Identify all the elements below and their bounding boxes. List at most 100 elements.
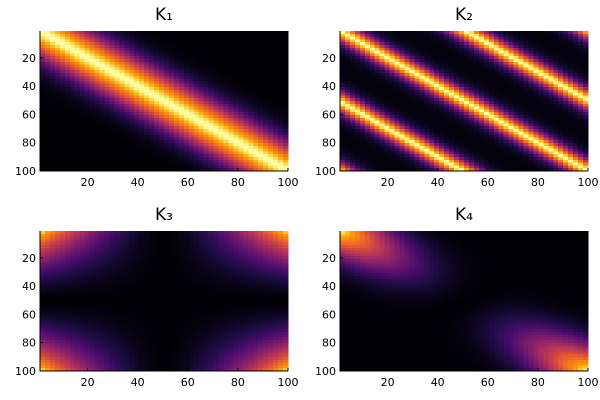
heatmap-cell xyxy=(114,148,120,152)
heatmap-cell xyxy=(243,126,249,130)
heatmap-cell xyxy=(424,109,430,113)
heatmap-cell xyxy=(89,67,96,71)
heatmap-cell xyxy=(369,59,376,63)
heatmap-cell xyxy=(149,47,155,52)
heatmap-cell xyxy=(119,129,125,133)
heatmap-cell xyxy=(258,162,264,166)
heatmap-cell xyxy=(59,70,66,74)
heatmap-cell xyxy=(124,78,130,82)
heatmap-cell xyxy=(248,33,254,38)
heatmap-cell xyxy=(159,126,165,130)
heatmap-cell xyxy=(379,53,386,57)
heatmap-cell xyxy=(168,64,175,68)
heatmap-cell xyxy=(64,120,71,124)
heatmap-cell xyxy=(409,148,415,152)
heatmap-cell xyxy=(84,148,91,152)
heatmap-cell xyxy=(543,126,549,130)
heatmap-cell xyxy=(164,159,170,164)
heatmap-cell xyxy=(164,31,170,35)
heatmap-cell xyxy=(508,134,515,138)
heatmap-cell xyxy=(349,148,356,152)
heatmap-cell xyxy=(389,129,396,133)
heatmap-cell xyxy=(233,168,239,172)
heatmap-cell xyxy=(69,137,76,141)
heatmap-cell xyxy=(40,39,46,43)
heatmap-cell xyxy=(483,92,490,96)
heatmap-cell xyxy=(449,33,455,38)
heatmap-cell xyxy=(543,89,549,94)
heatmap-cell xyxy=(449,50,455,54)
heatmap-cell xyxy=(273,39,279,43)
heatmap-cell xyxy=(84,59,91,63)
heatmap-cell xyxy=(563,70,569,74)
heatmap-cell xyxy=(578,120,584,124)
heatmap-cell xyxy=(399,115,406,119)
heatmap-cell xyxy=(139,131,145,136)
heatmap-cell xyxy=(414,36,420,40)
heatmap-cell xyxy=(399,75,406,80)
heatmap-cell xyxy=(129,145,135,150)
heatmap-cell xyxy=(89,103,96,108)
heatmap-cell xyxy=(223,98,230,102)
heatmap-cell xyxy=(183,42,190,46)
heatmap-cell xyxy=(213,154,220,158)
heatmap-cell xyxy=(459,47,465,52)
heatmap-cell xyxy=(129,61,135,66)
heatmap-cell xyxy=(503,143,510,147)
heatmap-cell xyxy=(64,117,71,122)
heatmap-cell xyxy=(79,165,86,169)
heatmap-cell xyxy=(144,154,150,158)
heatmap-cell xyxy=(543,137,549,141)
heatmap-cell xyxy=(369,137,376,141)
heatmap-cell xyxy=(74,53,81,57)
heatmap-cell xyxy=(434,47,440,52)
heatmap-cell xyxy=(149,70,155,74)
heatmap-cell xyxy=(49,117,56,122)
heatmap-cell xyxy=(364,112,371,116)
heatmap-cell xyxy=(553,53,559,57)
heatmap-cell xyxy=(99,73,106,77)
heatmap-cell xyxy=(404,53,411,57)
heatmap-cell xyxy=(498,81,505,85)
heatmap-cell xyxy=(404,115,411,119)
heatmap-cell xyxy=(44,143,51,147)
heatmap-cell xyxy=(228,165,235,169)
heatmap-cell xyxy=(268,151,274,155)
heatmap-cell xyxy=(533,33,539,38)
heatmap-cell xyxy=(253,70,259,74)
heatmap-cell xyxy=(364,137,371,141)
heatmap-cell xyxy=(464,115,470,119)
heatmap-cell xyxy=(59,123,66,127)
heatmap-cell xyxy=(168,157,175,161)
heatmap-cell xyxy=(464,159,470,164)
heatmap-cell xyxy=(198,151,205,155)
heatmap-cell xyxy=(149,84,155,88)
heatmap-cell xyxy=(454,81,460,85)
heatmap-cell xyxy=(578,70,584,74)
heatmap-cell xyxy=(518,126,525,130)
heatmap-cell xyxy=(349,115,356,119)
heatmap-cell xyxy=(263,67,269,71)
heatmap-cell xyxy=(449,75,455,80)
heatmap-cell xyxy=(188,84,195,88)
heatmap-cell xyxy=(164,140,170,144)
heatmap-cell xyxy=(168,84,175,88)
heatmap-cell xyxy=(40,148,46,152)
heatmap-cell xyxy=(404,92,411,96)
heatmap-cell xyxy=(248,126,254,130)
heatmap-cell xyxy=(503,106,510,110)
heatmap-cell xyxy=(159,50,165,54)
heatmap-cell xyxy=(238,81,244,85)
heatmap-cell xyxy=(533,78,539,82)
heatmap-cell xyxy=(384,101,391,105)
heatmap-cell xyxy=(49,64,56,68)
heatmap-cell xyxy=(198,154,205,158)
heatmap-cell xyxy=(99,47,106,52)
heatmap-cell xyxy=(548,64,554,68)
heatmap-cell xyxy=(374,64,381,68)
heatmap-cell xyxy=(533,73,539,77)
heatmap-cell xyxy=(248,137,254,141)
heatmap-cell xyxy=(419,145,425,150)
heatmap-cell xyxy=(528,36,535,40)
heatmap-cell xyxy=(354,123,361,127)
